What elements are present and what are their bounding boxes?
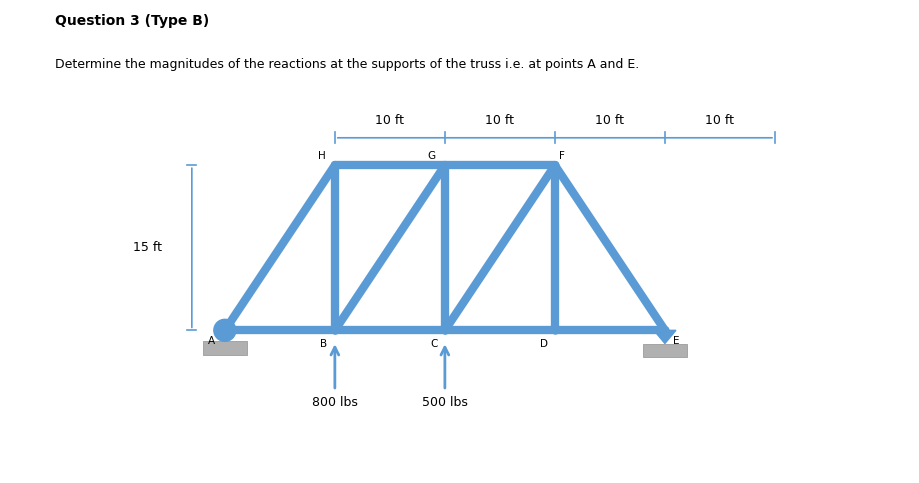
Text: G: G xyxy=(427,152,436,161)
Text: 10 ft: 10 ft xyxy=(596,114,624,127)
Text: A: A xyxy=(208,336,215,346)
Text: 10 ft: 10 ft xyxy=(485,114,515,127)
Text: E: E xyxy=(673,336,679,346)
Text: 500 lbs: 500 lbs xyxy=(422,397,468,409)
Text: F: F xyxy=(559,152,564,161)
Text: Determine the magnitudes of the reactions at the supports of the truss i.e. at p: Determine the magnitudes of the reaction… xyxy=(55,58,640,71)
Bar xyxy=(643,343,686,357)
Circle shape xyxy=(214,319,236,341)
Text: 800 lbs: 800 lbs xyxy=(312,397,357,409)
Polygon shape xyxy=(654,330,675,343)
Bar xyxy=(203,341,247,355)
Text: Question 3 (Type B): Question 3 (Type B) xyxy=(55,14,210,28)
Text: D: D xyxy=(539,339,548,349)
Text: 10 ft: 10 ft xyxy=(706,114,734,127)
Text: H: H xyxy=(318,152,325,161)
Text: 10 ft: 10 ft xyxy=(375,114,404,127)
Text: C: C xyxy=(430,339,437,349)
Text: 15 ft: 15 ft xyxy=(133,242,163,255)
Text: B: B xyxy=(321,339,327,349)
